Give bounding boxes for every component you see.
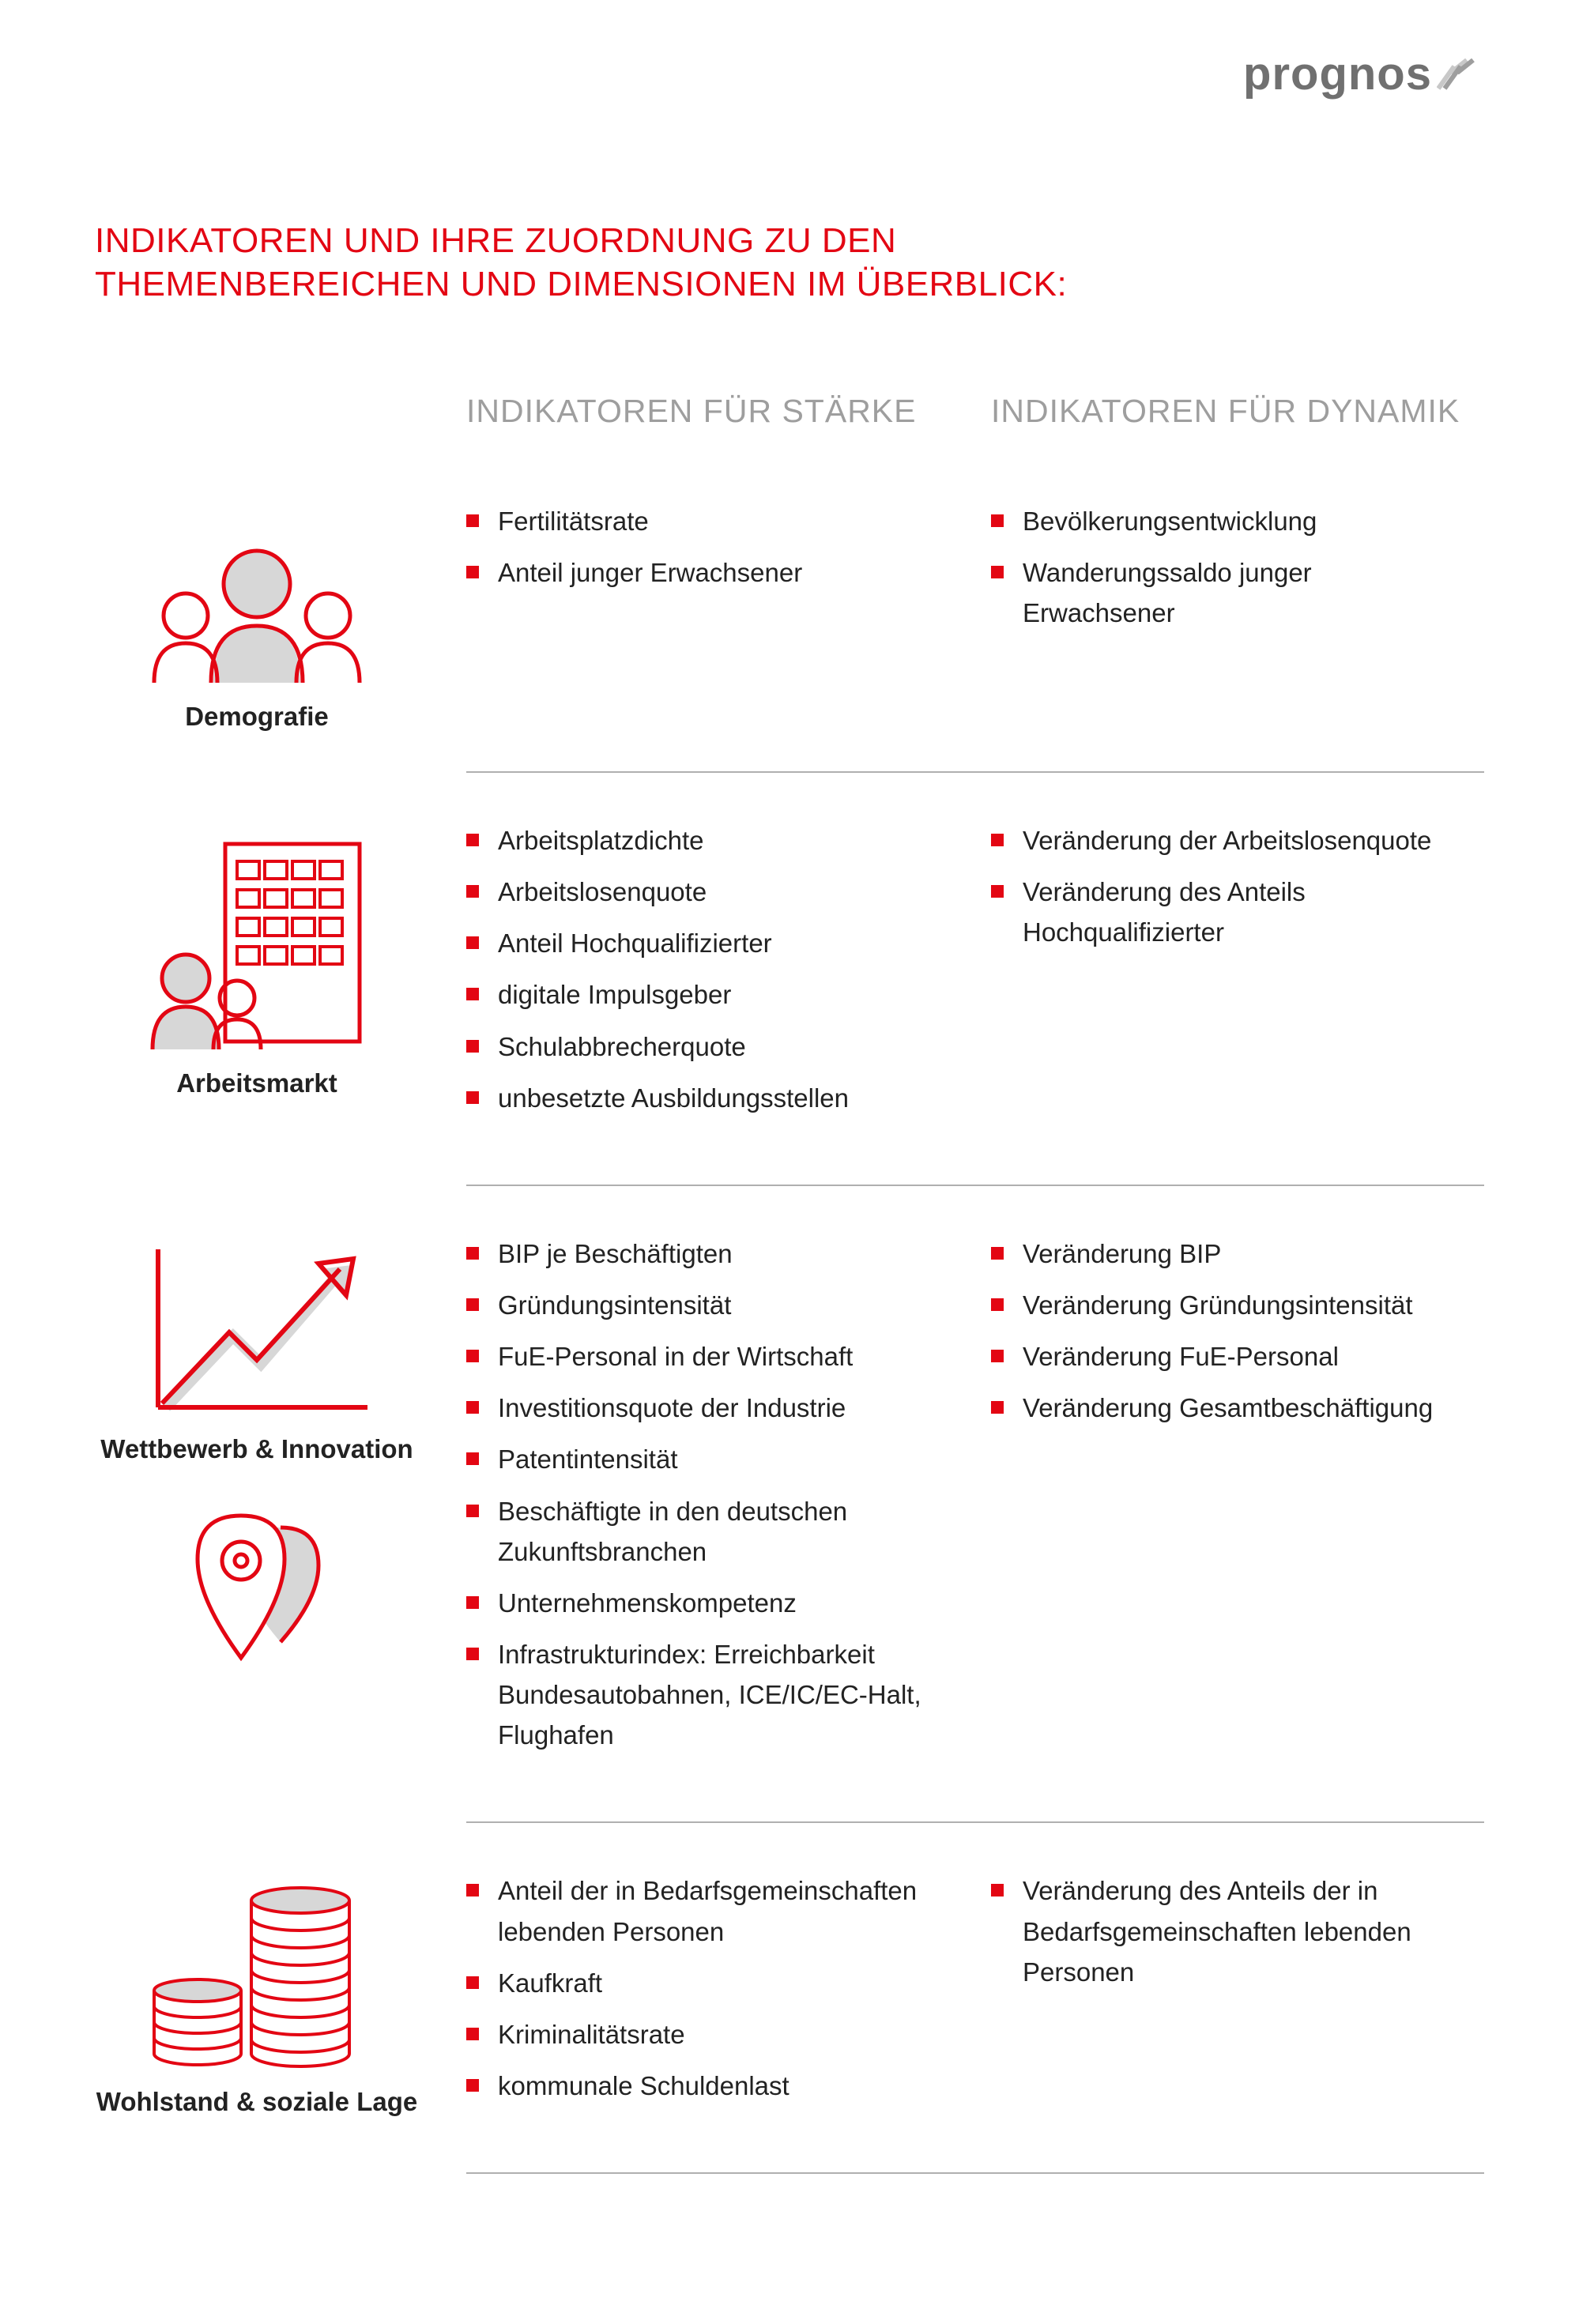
brand-logo: prognos [95,47,1484,100]
list-item: Kriminalitätsrate [466,2014,925,2055]
list-item: kommunale Schuldenlast [466,2066,925,2106]
list-item: Gründungsintensität [466,1285,925,1325]
row-divider [466,1185,1484,1186]
list-item: Veränderung FuE-Personal [991,1336,1449,1377]
list-item: Veränderung der Arbeitslosenquote [991,820,1449,861]
coin-stacks-icon [95,1863,419,2068]
list-item: Wanderungssaldo junger Erwachsener [991,552,1449,633]
theme-cell-wohlstand: Wohlstand & soziale Lage [95,1863,435,2164]
list-item: Anteil Hochqualifizierter [466,923,925,963]
strength-list-wettbewerb: BIP je Beschäftigten Gründungsintensität… [466,1226,959,1814]
row-divider [466,2172,1484,2174]
column-header-strength: INDIKATOREN FÜR STÄRKE [466,393,959,430]
strength-list-arbeitsmarkt: Arbeitsplatzdichte Arbeitslosenquote Ant… [466,812,959,1177]
building-people-icon [95,812,419,1049]
column-header-dynamic: INDIKATOREN FÜR DYNAMIK [991,393,1484,430]
page-title: INDIKATOREN UND IHRE ZUORDNUNG ZU DEN TH… [95,219,1201,306]
row-divider [466,1821,1484,1823]
logo-arrows-icon [1437,58,1484,90]
list-item: Fertilitätsrate [466,501,925,541]
strength-list-wohlstand: Anteil der in Bedarfsgemeinschaften lebe… [466,1863,959,2164]
theme-label: Wettbewerb & Innovation [95,1434,419,1464]
list-item: Veränderung BIP [991,1234,1449,1274]
list-item: Schulabbrecherquote [466,1026,925,1067]
list-item: Investitionsquote der Industrie [466,1388,925,1428]
logo-text: prognos [1243,47,1432,100]
row-divider [466,771,1484,773]
theme-cell-demografie: Demografie [95,493,435,763]
list-item: FuE-Personal in der Wirtschaft [466,1336,925,1377]
list-item: Veränderung Gesamtbeschäftigung [991,1388,1449,1428]
list-item: Kaufkraft [466,1963,925,2003]
list-item: digitale Impulsgeber [466,974,925,1015]
theme-cell-wettbewerb: Wettbewerb & Innovation [95,1226,435,1814]
theme-label: Demografie [95,702,419,732]
theme-label: Arbeitsmarkt [95,1068,419,1098]
growth-chart-icon [95,1226,419,1415]
list-item: Unternehmenskompetenz [466,1583,925,1623]
strength-list-demografie: Fertilitätsrate Anteil junger Erwachsene… [466,493,959,763]
list-item: Anteil der in Bedarfsgemeinschaften lebe… [466,1870,925,1951]
dynamic-list-arbeitsmarkt: Veränderung der Arbeitslosenquote Veränd… [991,812,1484,1177]
location-pins-icon [95,1496,419,1670]
list-item: Arbeitsplatzdichte [466,820,925,861]
list-item: Anteil junger Erwachsener [466,552,925,593]
dynamic-list-wettbewerb: Veränderung BIP Veränderung Gründungsint… [991,1226,1484,1814]
indicator-table: INDIKATOREN FÜR STÄRKE INDIKATOREN FÜR D… [95,393,1484,2213]
list-item: Arbeitslosenquote [466,872,925,912]
list-item: Veränderung des Anteils Hochqualifiziert… [991,872,1449,952]
list-item: Infrastrukturindex: Erreichbarkeit Bunde… [466,1634,925,1755]
list-item: unbesetzte Ausbildungsstellen [466,1078,925,1118]
dynamic-list-demografie: Bevölkerungsentwicklung Wanderungssaldo … [991,493,1484,763]
theme-label: Wohlstand & soziale Lage [95,2087,419,2117]
list-item: Beschäftigte in den deutschen Zukunftsbr… [466,1491,925,1572]
list-item: Bevölkerungsentwicklung [991,501,1449,541]
list-item: Veränderung des Anteils der in Bedarfs­g… [991,1870,1449,1991]
dynamic-list-wohlstand: Veränderung des Anteils der in Bedarfs­g… [991,1863,1484,2164]
list-item: BIP je Beschäftigten [466,1234,925,1274]
list-item: Patentintensität [466,1439,925,1479]
list-item: Veränderung Gründungsintensität [991,1285,1449,1325]
theme-cell-arbeitsmarkt: Arbeitsmarkt [95,812,435,1177]
people-group-icon [95,493,419,683]
